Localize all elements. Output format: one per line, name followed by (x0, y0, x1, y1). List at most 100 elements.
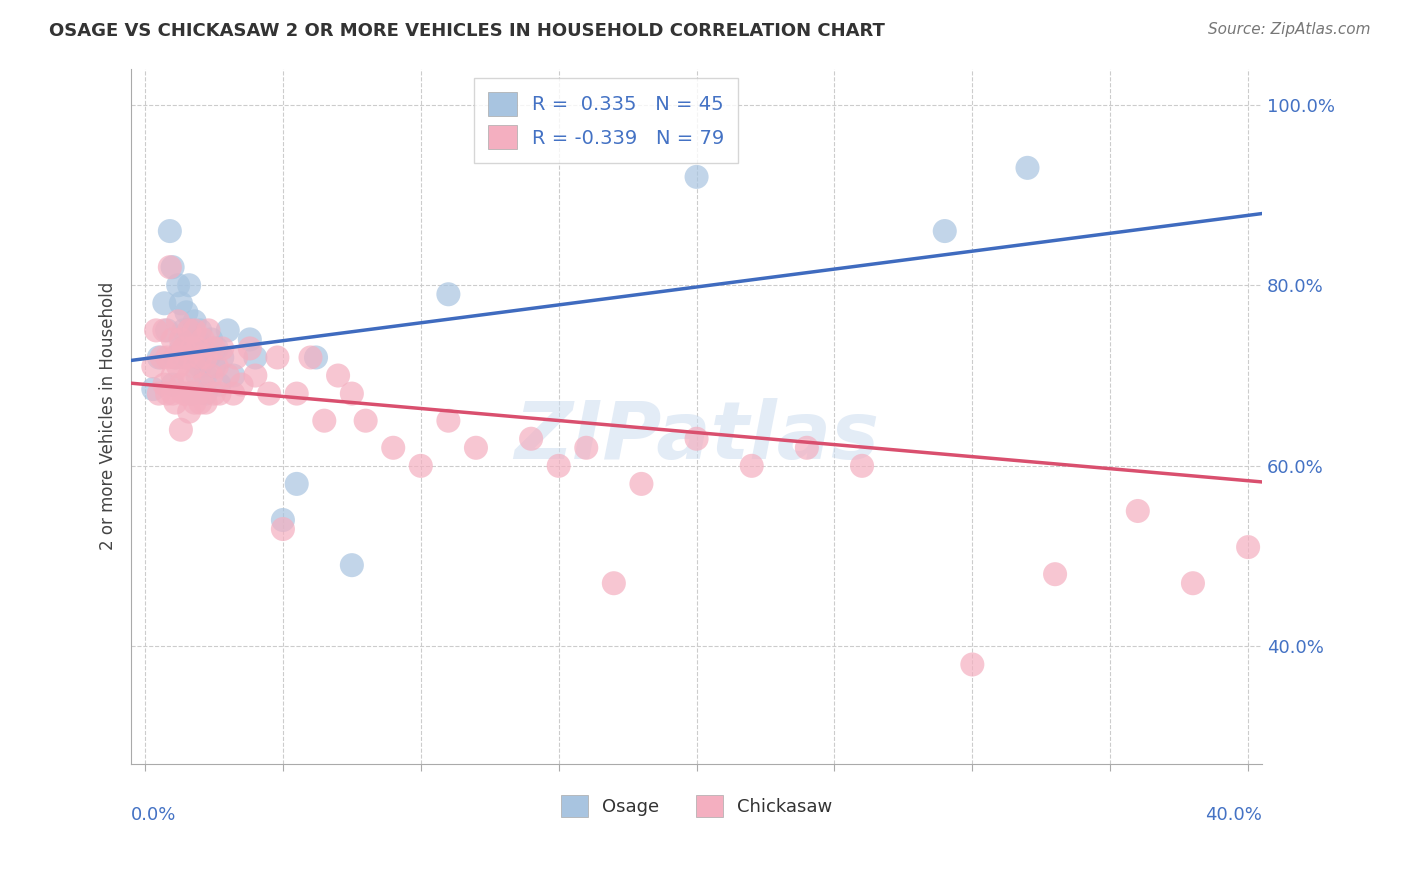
Point (202, 359, 225, 374)
Point (437, 287, 460, 301)
Point (630, 476, 652, 491)
Point (170, 333, 193, 347)
Point (186, 333, 208, 347)
Point (340, 386, 363, 401)
Point (180, 342, 202, 356)
Point (194, 386, 217, 401)
Point (176, 351, 198, 365)
Point (962, 657, 984, 672)
Point (142, 382, 165, 396)
Point (167, 359, 190, 374)
Text: 40.0%: 40.0% (1205, 805, 1263, 823)
Point (194, 368, 217, 383)
Point (257, 386, 280, 401)
Point (1017, 161, 1039, 175)
Point (162, 333, 184, 347)
Point (222, 386, 245, 401)
Point (314, 414, 336, 428)
Text: 0.0%: 0.0% (131, 805, 177, 823)
Point (186, 342, 208, 356)
Point (170, 377, 193, 392)
Point (200, 368, 222, 383)
Point (685, 169, 707, 184)
Point (239, 342, 262, 356)
Point (741, 458, 763, 473)
Point (183, 323, 205, 337)
Point (225, 351, 247, 365)
Point (266, 351, 288, 365)
Point (271, 522, 294, 536)
Point (145, 323, 167, 337)
Point (231, 377, 253, 392)
Point (200, 333, 222, 347)
Point (437, 414, 460, 428)
Point (188, 395, 211, 409)
Point (156, 323, 179, 337)
Point (188, 323, 211, 337)
Text: ZIPatlas: ZIPatlas (515, 398, 879, 476)
Point (191, 333, 214, 347)
Point (285, 476, 308, 491)
Point (183, 395, 205, 409)
Point (194, 395, 217, 409)
Point (150, 351, 173, 365)
Point (245, 351, 267, 365)
Point (575, 441, 598, 455)
Point (1043, 567, 1066, 582)
Point (180, 386, 202, 401)
Text: OSAGE VS CHICKASAW 2 OR MORE VEHICLES IN HOUSEHOLD CORRELATION CHART: OSAGE VS CHICKASAW 2 OR MORE VEHICLES IN… (49, 22, 886, 40)
Point (153, 377, 176, 392)
Point (179, 404, 201, 418)
Point (205, 342, 228, 356)
Point (179, 278, 201, 293)
Point (173, 342, 195, 356)
Point (191, 377, 214, 392)
Point (180, 386, 202, 401)
Y-axis label: 2 or more Vehicles in Household: 2 or more Vehicles in Household (100, 282, 117, 550)
Point (1181, 576, 1204, 591)
Point (1237, 540, 1260, 554)
Point (162, 260, 184, 275)
Point (197, 351, 219, 365)
Point (156, 386, 179, 401)
Point (409, 458, 432, 473)
Point (603, 576, 626, 591)
Point (153, 323, 176, 337)
Point (305, 351, 328, 365)
Point (167, 314, 190, 328)
Point (176, 305, 198, 319)
Point (173, 323, 195, 337)
Point (520, 432, 543, 446)
Point (165, 351, 187, 365)
Point (183, 351, 205, 365)
Point (162, 377, 184, 392)
Point (173, 386, 195, 401)
Point (934, 224, 956, 238)
Point (186, 386, 208, 401)
Point (1126, 504, 1149, 518)
Point (188, 351, 211, 365)
Point (188, 359, 211, 374)
Point (245, 368, 267, 383)
Point (208, 386, 231, 401)
Point (179, 368, 201, 383)
Point (299, 351, 322, 365)
Point (165, 351, 187, 365)
Point (796, 441, 818, 455)
Point (170, 296, 193, 310)
Point (162, 368, 184, 383)
Point (142, 359, 165, 374)
Point (148, 386, 170, 401)
Point (159, 260, 181, 275)
Point (239, 333, 262, 347)
Point (197, 323, 219, 337)
Point (271, 513, 294, 527)
Legend: Osage, Chickasaw: Osage, Chickasaw (554, 788, 839, 824)
Point (382, 441, 405, 455)
Point (162, 386, 184, 401)
Point (285, 386, 308, 401)
Point (176, 386, 198, 401)
Point (176, 351, 198, 365)
Point (179, 323, 201, 337)
Point (326, 368, 349, 383)
